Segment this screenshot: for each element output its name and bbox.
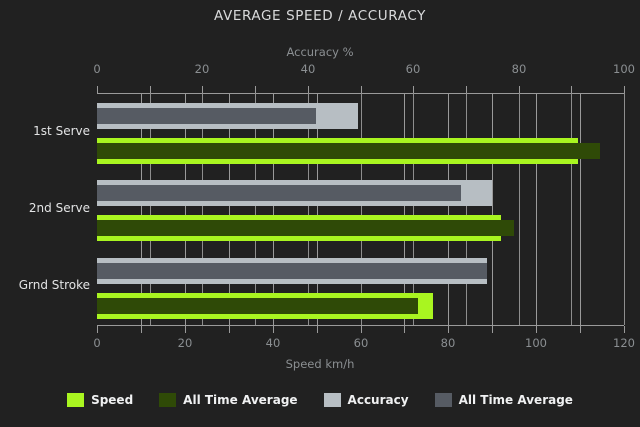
axis-tick [413,86,414,93]
axis-tick [255,86,256,93]
gridline [229,93,230,325]
axis-tick-label: 0 [93,62,101,76]
axis-tick-label: 40 [300,62,316,76]
axis-tick-label: 20 [177,336,193,350]
gridline [580,93,581,325]
axis-tick-label: 100 [525,336,547,350]
gridline [202,93,203,325]
plot-area [97,93,625,325]
axis-tick-label: 60 [405,62,421,76]
gridline [571,93,572,325]
chart-title: AVERAGE SPEED / ACCURACY [214,8,426,24]
axis-tick-label: 20 [194,62,210,76]
axis-tick [466,86,467,93]
axis-tick [308,86,309,93]
axis-tick [202,86,203,93]
axis-tick [229,326,230,333]
legend-item[interactable]: All Time Average [434,393,573,407]
axis-tick [361,326,362,333]
gridline [150,93,151,325]
legend-label: Speed [91,393,134,407]
axis-tick-label: 40 [265,336,281,350]
category-axis-labels: 1st Serve 2nd Serve Grnd Stroke [0,0,90,427]
gridline [185,93,186,325]
bar-speed-all-time-average [97,297,418,314]
legend-item[interactable]: Speed [67,393,133,407]
gridline [404,93,405,325]
bottom-axis-line [97,325,624,326]
top-axis-line [97,93,624,94]
top-axis-title: Accuracy % [286,45,354,59]
axis-tick [141,326,142,333]
axis-tick [580,326,581,333]
axis-tick-label: 120 [613,336,635,350]
axis-tick [448,326,449,333]
bar-speed-all-time-average [97,143,600,159]
chart-legend: Speed All Time Average Accuracy All Time Av… [0,393,640,407]
legend-label: All Time Average [458,393,573,407]
bar-speed-all-time-average [97,220,514,237]
gridline [519,93,520,325]
axis-tick [536,326,537,333]
axis-tick [185,326,186,333]
category-label-1st-serve: 1st Serve [33,123,90,138]
axis-tick [624,326,625,333]
legend-swatch-icon [434,393,452,407]
category-label-grnd-stroke: Grnd Stroke [18,278,90,293]
legend-swatch-icon [159,393,177,407]
axis-tick [519,86,520,93]
legend-item[interactable]: All Time Average [159,393,298,407]
gridline [273,93,274,325]
gridline [624,93,625,325]
bar-accuracy-all-time-average [97,108,316,124]
axis-tick [97,86,98,93]
bottom-axis-title: Speed km/h [285,357,355,371]
axis-tick [97,326,98,333]
gridline [317,93,318,325]
axis-tick [150,86,151,93]
axis-tick [361,86,362,93]
axis-tick [273,326,274,333]
gridline [255,93,256,325]
axis-tick [492,326,493,333]
legend-item[interactable]: Accuracy [323,393,409,407]
gridline [536,93,537,325]
axis-tick-label: 60 [353,336,369,350]
legend-label: All Time Average [183,393,298,407]
gridline [361,93,362,325]
axis-tick-label: 80 [440,336,456,350]
axis-tick-label: 100 [613,62,635,76]
gridline [308,93,309,325]
axis-tick [317,326,318,333]
legend-swatch-icon [323,393,341,407]
gridline [492,93,493,325]
axis-tick-label: 0 [93,336,101,350]
legend-swatch-icon [67,393,85,407]
axis-tick-label: 80 [511,62,527,76]
gridline [448,93,449,325]
axis-tick [571,86,572,93]
bar-accuracy-all-time-average [97,262,487,279]
axis-tick [624,86,625,93]
gridline [141,93,142,325]
gridline [413,93,414,325]
legend-label: Accuracy [347,393,409,407]
category-label-2nd-serve: 2nd Serve [28,201,90,215]
bar-accuracy-all-time-average [97,185,461,202]
gridline [466,93,467,325]
axis-tick [404,326,405,333]
